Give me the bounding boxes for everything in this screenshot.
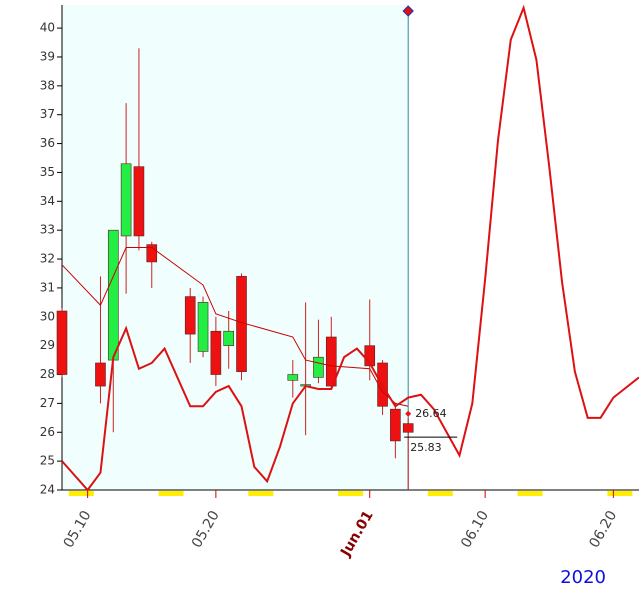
candle-body bbox=[325, 336, 337, 387]
weekend-marker bbox=[607, 491, 633, 496]
candle-body bbox=[223, 330, 234, 346]
weekend-marker bbox=[427, 491, 453, 496]
y-tick-label: 31 bbox=[40, 280, 55, 294]
weekend-marker bbox=[248, 491, 274, 496]
candle-body bbox=[146, 244, 158, 263]
price-label: 25.83 bbox=[410, 441, 442, 454]
candle-body bbox=[107, 229, 119, 361]
candle-body bbox=[56, 310, 68, 375]
x-tick-label: Jun.01 bbox=[337, 508, 376, 560]
candle-body bbox=[287, 374, 299, 381]
y-tick-label: 35 bbox=[40, 165, 55, 179]
candle-body bbox=[133, 166, 145, 237]
candle-body bbox=[402, 423, 414, 433]
candle-body bbox=[364, 345, 376, 367]
history-background bbox=[62, 5, 409, 490]
y-tick-label: 32 bbox=[40, 252, 55, 266]
cursor-diamond bbox=[402, 5, 414, 17]
x-tick-label: 05.20 bbox=[189, 508, 223, 551]
candle-body bbox=[197, 302, 209, 352]
candle-body bbox=[95, 362, 106, 387]
y-tick-label: 38 bbox=[40, 78, 55, 92]
candle-body bbox=[120, 163, 132, 237]
y-tick-label: 33 bbox=[40, 223, 55, 237]
y-tick-label: 28 bbox=[40, 367, 55, 381]
x-tick-label: 06.20 bbox=[586, 508, 620, 551]
weekend-marker bbox=[158, 491, 184, 496]
y-tick-label: 37 bbox=[40, 107, 55, 121]
candle-body bbox=[210, 330, 222, 375]
weekend-marker bbox=[68, 491, 94, 496]
candle-body bbox=[184, 296, 196, 335]
indicator-line bbox=[61, 4, 639, 492]
y-tick-label: 36 bbox=[40, 136, 55, 150]
y-tick-label: 30 bbox=[40, 309, 55, 323]
y-tick-label: 27 bbox=[40, 396, 55, 410]
y-tick-label: 29 bbox=[40, 338, 55, 352]
y-tick-label: 24 bbox=[40, 483, 55, 497]
x-tick-label: 05.10 bbox=[61, 508, 95, 551]
y-tick-label: 39 bbox=[40, 49, 55, 63]
year-label: 2020 bbox=[560, 567, 606, 588]
weekend-marker bbox=[517, 491, 543, 496]
price-label: 26.64 bbox=[415, 407, 447, 420]
y-tick-label: 40 bbox=[40, 21, 55, 35]
x-tick-label: 06.10 bbox=[458, 508, 492, 551]
weekend-marker bbox=[338, 491, 364, 496]
price-marker bbox=[405, 410, 412, 417]
y-tick-label: 34 bbox=[40, 194, 55, 208]
candle-body bbox=[390, 408, 401, 442]
y-tick-label: 26 bbox=[40, 425, 55, 439]
indicator-line bbox=[61, 247, 409, 407]
candle-body bbox=[313, 356, 324, 378]
y-tick-label: 25 bbox=[40, 454, 55, 468]
